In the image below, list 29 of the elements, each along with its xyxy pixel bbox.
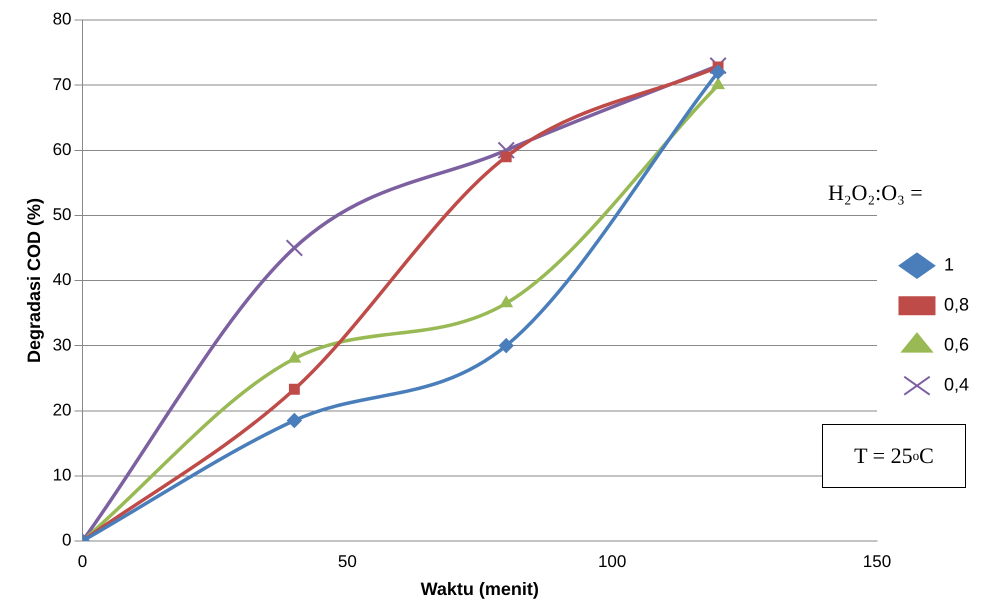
point [497, 141, 516, 160]
point [710, 64, 726, 80]
y-tick-label: 0 [62, 530, 72, 550]
y-tick-label: 10 [52, 466, 72, 485]
y-tick-label: 50 [52, 205, 72, 224]
legend-label: 1 [944, 254, 954, 275]
y-axis-title: Degradasi COD (%) [24, 198, 44, 364]
x-tick-label: 150 [862, 552, 892, 571]
legend-label: 0,4 [944, 374, 970, 395]
point [286, 413, 302, 428]
y-tick-label: 80 [52, 10, 72, 29]
annotation: T = 25$^{o}$C [822, 424, 966, 488]
y-tick-label: 60 [52, 140, 72, 159]
x-tick-label: 0 [78, 552, 88, 571]
y-tick-label: 70 [52, 74, 72, 94]
x-tick-label: 100 [598, 552, 626, 571]
legend-title: H₂O₂:O₃ = [828, 180, 923, 206]
x-axis-title: Waktu (menit) [420, 579, 539, 600]
point [286, 239, 304, 257]
legend-label: 0,6 [944, 334, 970, 355]
y-tick-label: 20 [52, 400, 72, 420]
point [709, 56, 727, 74]
y-tick-label: 40 [52, 270, 72, 290]
y-tick-label: 30 [52, 335, 72, 354]
x-tick-label: 50 [338, 552, 357, 571]
legend-label: 0,8 [944, 294, 970, 315]
point [500, 151, 512, 162]
point [288, 384, 300, 395]
point [498, 338, 514, 354]
